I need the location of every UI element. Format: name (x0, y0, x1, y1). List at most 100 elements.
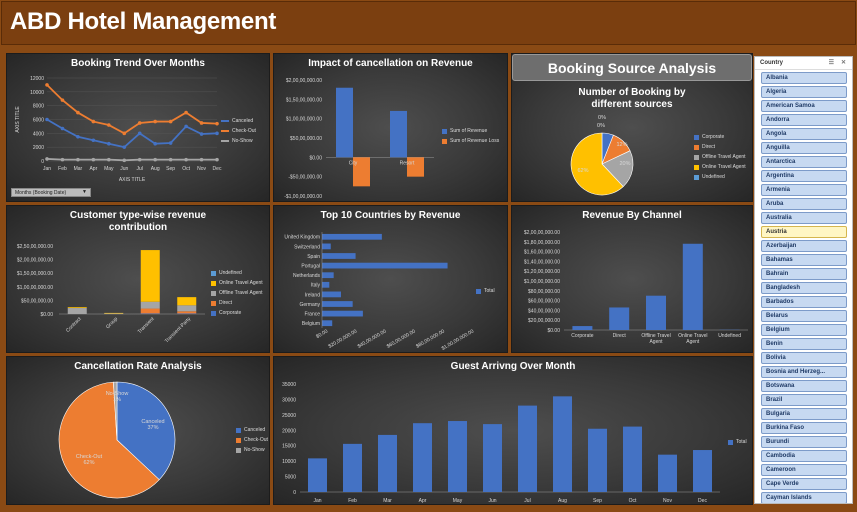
cancel-rate-slice (58, 381, 160, 499)
legend-label: Total (484, 288, 495, 294)
data-point (60, 126, 65, 131)
country-slicer[interactable]: Country ☰ ✕ Albania Algeria American Samoa… (754, 56, 853, 504)
country-slicer-item[interactable]: Algeria (761, 86, 847, 98)
country-slicer-item[interactable]: Bahamas (761, 254, 847, 266)
booking-trend-legend-item: Check-Out (221, 126, 256, 136)
booking-source-slice (601, 150, 634, 188)
booking-source-legend-item: Online Travel Agent (694, 162, 746, 172)
country-slicer-title: Country (760, 60, 783, 66)
country-slicer-item[interactable]: Cayman Islands (761, 492, 847, 503)
bar (322, 233, 382, 240)
x-tick-label: Mar (74, 166, 83, 172)
country-slicer-item[interactable]: Burkina Faso (761, 422, 847, 434)
cancel-impact-title: Impact of cancellation on Revenue (308, 58, 473, 69)
country-slicer-item[interactable]: Cameroon (761, 464, 847, 476)
legend-label: Direct (702, 144, 716, 150)
country-slicer-item[interactable]: Benin (761, 338, 847, 350)
x-tick-label: City (349, 160, 358, 166)
country-slicer-item[interactable]: Azerbaijan (761, 240, 847, 252)
cancel-rate-panel[interactable]: Cancellation Rate Analysis Canceled 37% Ch… (6, 356, 270, 505)
data-point (91, 157, 96, 162)
y-tick-label: 8000 (33, 104, 44, 110)
channel-chart: $2,00,00,000.00 $1,80,00,000.00 $1,60,00,0… (524, 230, 748, 345)
top-countries-chart: United Kingdom Switzerland Spain Portugal Ne… (284, 232, 475, 352)
x-tick-label: Corporate (571, 333, 593, 339)
country-slicer-item[interactable]: Antarctica (761, 156, 847, 168)
bar (588, 428, 607, 492)
x-tick-label: Sep (166, 166, 175, 172)
guest-panel[interactable]: Guest Arrivng Over Month 0 5000 10000 15000… (273, 356, 753, 505)
y-axis-title: AXIS TITLE (15, 106, 21, 133)
slice-name-label: Canceled (141, 419, 164, 425)
country-slicer-item[interactable]: Anguilla (761, 142, 847, 154)
country-slicer-item[interactable]: Austria (761, 226, 847, 238)
country-slicer-item[interactable]: American Samoa (761, 100, 847, 112)
x-tick-label: Jan (313, 498, 321, 504)
bar (336, 87, 353, 158)
customer-type-title: Customer type-wise revenue contribution (69, 210, 207, 233)
cancel-impact-panel[interactable]: Impact of cancellation on Revenue $2,00,… (273, 53, 508, 202)
country-slicer-item[interactable]: Aruba (761, 198, 847, 210)
country-slicer-item[interactable]: Andorra (761, 114, 847, 126)
legend-label: Online Travel Agent (702, 164, 746, 170)
x-tick-label: Online Travel (678, 333, 707, 339)
y-tick-label: $1,20,00,000.00 (524, 269, 560, 275)
x-tick-label: Nov (663, 498, 672, 504)
country-slicer-item[interactable]: Bahrain (761, 268, 847, 280)
x-tick-label: $0.00 (315, 328, 329, 340)
data-point (168, 141, 173, 145)
top-countries-legend: Total (476, 286, 495, 296)
top-countries-panel[interactable]: Top 10 Countries by Revenue United Kingd… (273, 205, 508, 353)
booking-trend-legend: Canceled Check-Out No-Show (221, 116, 256, 146)
booking-trend-panel[interactable]: Booking Trend Over Months 0 2000 4000 6000 8… (6, 53, 270, 202)
months-filter-dropdown[interactable]: Months (Booking Date) ▼ (11, 188, 91, 197)
cancel-rate-legend-item: No-Show (236, 445, 268, 455)
country-slicer-item[interactable]: Bulgaria (761, 408, 847, 420)
stacked-bar-segment (177, 297, 197, 306)
legend-label: No-Show (232, 138, 253, 144)
country-slicer-item[interactable]: Barbados (761, 296, 847, 308)
x-tick-label: Undefined (718, 333, 741, 339)
x-tick-label: Agent (649, 339, 663, 345)
country-slicer-item[interactable]: Cambodia (761, 450, 847, 462)
country-slicer-item[interactable]: Cape Verde (761, 478, 847, 490)
clear-filter-icon[interactable]: ✕ (840, 60, 846, 66)
series-line-no-show (46, 158, 217, 162)
country-slicer-item[interactable]: Angola (761, 128, 847, 140)
bar (413, 423, 432, 492)
y-tick-label: -$50,00,000.00 (288, 175, 322, 181)
country-slicer-item[interactable]: Brazil (761, 394, 847, 406)
x-tick-label: $1,00,00,000.00 (441, 328, 475, 351)
country-slicer-item[interactable]: Bangladesh (761, 282, 847, 294)
country-slicer-item[interactable]: Botswana (761, 380, 847, 392)
data-point (184, 124, 188, 129)
customer-type-panel[interactable]: Customer type-wise revenue contribution … (6, 205, 270, 353)
slice-name-label: No-Show (106, 391, 129, 397)
y-tick-label: $0.00 (40, 312, 53, 318)
country-slicer-item[interactable]: Australia (761, 212, 847, 224)
booking-source-slice (570, 132, 624, 196)
slice-data-label: 1% (113, 397, 121, 403)
y-tick-label: Belgium (302, 321, 320, 327)
country-slicer-item[interactable]: Belgium (761, 324, 847, 336)
country-slicer-item[interactable]: Bosnia and Herzeg... (761, 366, 847, 378)
series-line-canceled (46, 118, 218, 149)
channel-panel[interactable]: Revenue By Channel $2,00,00,000.00 $1,80,… (511, 205, 753, 353)
country-slicer-item[interactable]: Argentina (761, 170, 847, 182)
data-point (184, 157, 188, 162)
y-tick-label: 12000 (30, 76, 44, 82)
y-tick-label: 35000 (282, 382, 296, 388)
data-point (107, 123, 111, 127)
legend-label: Online Travel Agent (219, 280, 263, 286)
slice-data-label: 0% (598, 115, 606, 121)
country-slicer-item[interactable]: Armenia (761, 184, 847, 196)
country-slicer-item[interactable]: Belarus (761, 310, 847, 322)
country-slicer-item[interactable]: Albania (761, 72, 847, 84)
bar (322, 281, 330, 288)
multi-select-icon[interactable]: ☰ (828, 60, 834, 66)
bar (572, 326, 593, 330)
country-slicer-item[interactable]: Bolivia (761, 352, 847, 364)
country-slicer-item[interactable]: Burundi (761, 436, 847, 448)
bar (378, 434, 397, 492)
